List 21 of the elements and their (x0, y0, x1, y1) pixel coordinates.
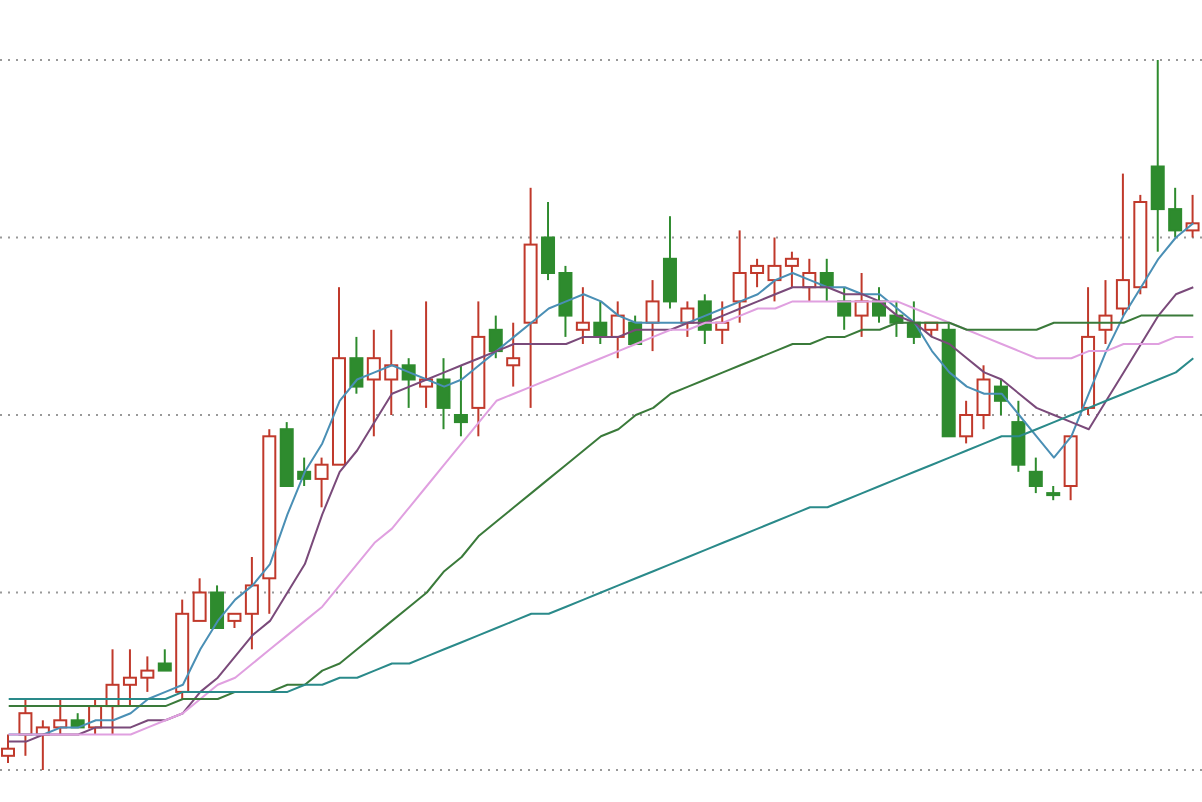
candlestick (575, 286, 590, 345)
candlestick (959, 399, 974, 445)
candlestick (1028, 456, 1043, 495)
candlestick (157, 648, 172, 672)
candlestick (662, 215, 677, 310)
candlestick (401, 357, 416, 409)
candlestick (488, 314, 503, 360)
candlestick (837, 286, 852, 331)
candlestick (453, 364, 468, 438)
candlestick (18, 698, 33, 757)
candlestick (645, 279, 660, 353)
candlestick (854, 272, 869, 338)
candlestick (192, 577, 207, 622)
candlestick (506, 321, 521, 388)
candlestick (436, 357, 451, 431)
candlestick (1011, 399, 1026, 473)
candlestick (976, 364, 991, 431)
candlestick (349, 335, 364, 395)
candlestick (784, 250, 799, 289)
candlestick (210, 584, 225, 629)
candlestick (244, 556, 259, 651)
